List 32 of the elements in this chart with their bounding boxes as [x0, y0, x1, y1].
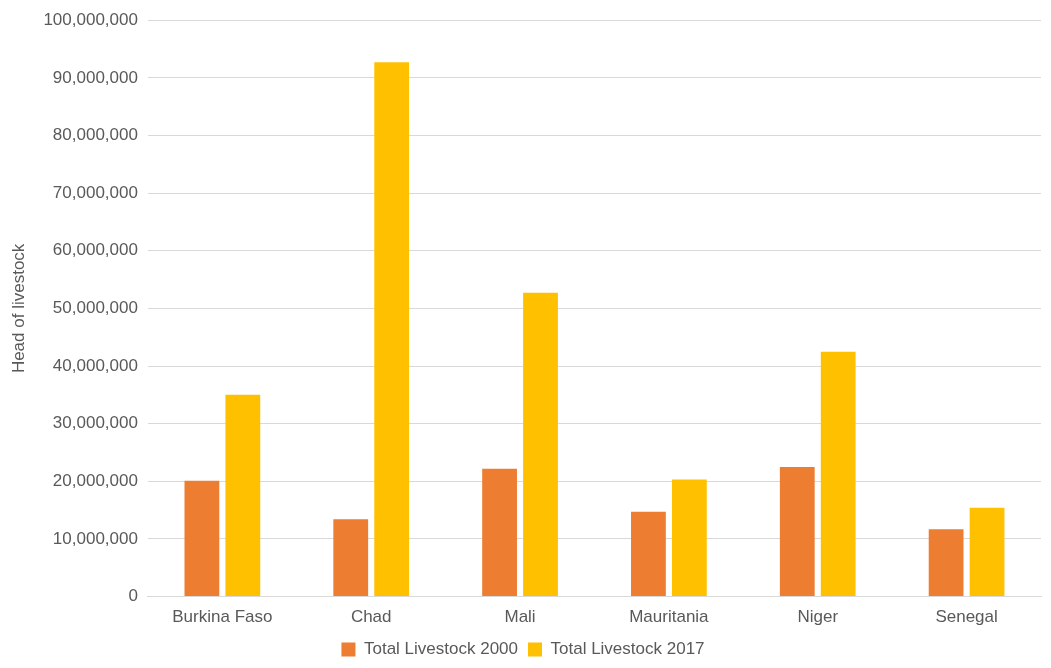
y-tick-label: 60,000,000: [52, 240, 138, 260]
bar: [184, 480, 220, 597]
legend-label: Total Livestock 2017: [550, 639, 705, 659]
bar: [969, 507, 1005, 597]
y-tick-label: 80,000,000: [52, 125, 138, 145]
bar: [482, 468, 517, 597]
y-tick-label: 40,000,000: [52, 355, 138, 375]
bar: [333, 519, 369, 597]
y-tick-label: 20,000,000: [52, 471, 138, 491]
x-tick-label: Chad: [350, 607, 392, 627]
y-tick-label: 50,000,000: [52, 298, 138, 318]
legend-label: Total Livestock 2000: [363, 639, 519, 659]
x-tick-label: Mauritania: [629, 607, 710, 627]
bar: [374, 62, 410, 597]
bar: [523, 292, 558, 597]
y-axis-title: Head of livestock: [8, 243, 28, 374]
y-tick-label: 70,000,000: [52, 182, 138, 202]
y-tick-label: 100,000,000: [43, 9, 138, 29]
y-tick-label: 30,000,000: [52, 413, 138, 433]
bar: [779, 466, 815, 597]
bar: [225, 394, 261, 597]
y-tick-label: 10,000,000: [52, 528, 138, 548]
x-tick-label: Senegal: [935, 607, 998, 627]
y-tick-label: 90,000,000: [52, 67, 138, 87]
x-tick-label: Burkina Faso: [172, 607, 273, 627]
x-tick-label: Mali: [504, 607, 536, 627]
y-tick-label: 0: [128, 586, 138, 606]
bar: [820, 351, 856, 597]
x-tick-label: Niger: [797, 607, 839, 627]
bar: [671, 479, 707, 597]
bar: [631, 511, 666, 597]
bar: [928, 529, 964, 597]
